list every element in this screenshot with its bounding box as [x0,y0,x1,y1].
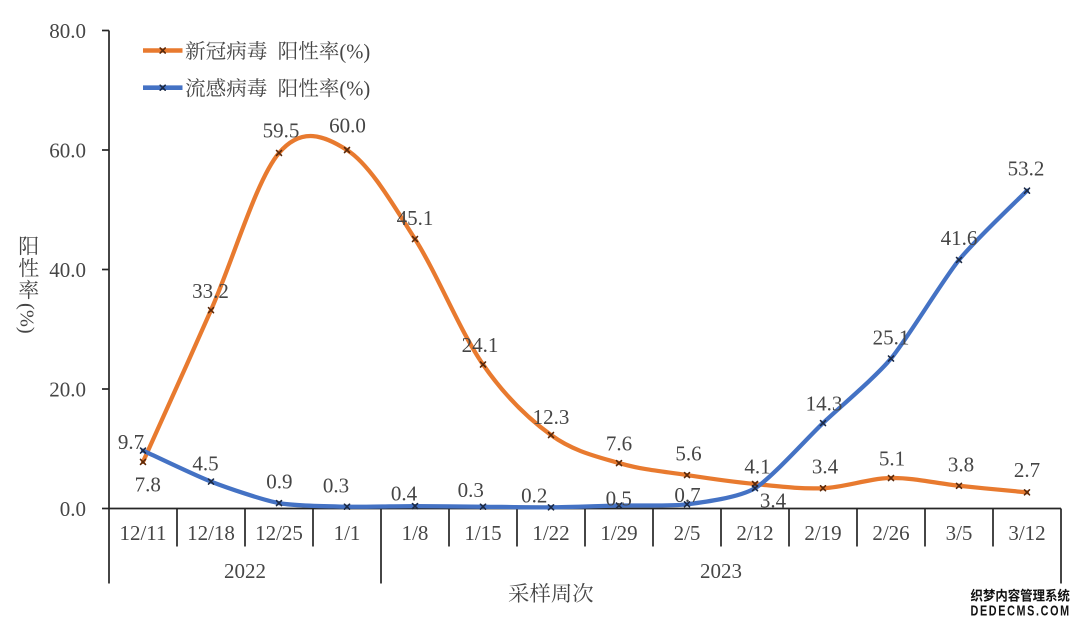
svg-text:12/11: 12/11 [119,521,166,545]
svg-text:5.6: 5.6 [675,441,701,465]
svg-text:41.6: 41.6 [941,226,978,250]
svg-text:0.3: 0.3 [323,473,349,497]
svg-text:24.1: 24.1 [462,333,499,357]
svg-text:2.7: 2.7 [1014,458,1040,482]
svg-text:2023: 2023 [700,559,742,583]
svg-text:0.9: 0.9 [266,470,292,494]
svg-text:53.2: 53.2 [1008,156,1045,180]
svg-text:0.2: 0.2 [521,483,547,507]
svg-text:2/26: 2/26 [872,521,909,545]
svg-text:1/15: 1/15 [464,521,501,545]
svg-text:33.2: 33.2 [192,279,229,303]
svg-text:3.4: 3.4 [812,454,839,478]
svg-text:40.0: 40.0 [49,258,86,282]
svg-text:(%): (%) [339,41,370,63]
svg-text:20.0: 20.0 [49,377,86,401]
svg-text:5.1: 5.1 [879,446,905,470]
svg-text:DEDECMS.COM: DEDECMS.COM [971,602,1071,619]
svg-text:2/5: 2/5 [674,521,701,545]
svg-text:0.0: 0.0 [60,497,86,521]
svg-text:3/12: 3/12 [1008,521,1045,545]
svg-text:12/18: 12/18 [187,521,235,545]
svg-text:0.7: 0.7 [674,483,700,507]
svg-text:3.8: 3.8 [948,452,974,476]
svg-text:7.6: 7.6 [606,431,632,455]
svg-text:12.3: 12.3 [533,405,570,429]
svg-text:2/19: 2/19 [804,521,841,545]
svg-text:80.0: 80.0 [49,19,86,43]
svg-text:0.5: 0.5 [606,487,632,511]
svg-text:3.4: 3.4 [760,489,787,513]
svg-text:14.3: 14.3 [806,391,843,415]
svg-text:9.7: 9.7 [118,430,144,454]
svg-text:1/1: 1/1 [334,521,361,545]
svg-text:7.8: 7.8 [135,473,161,497]
svg-text:45.1: 45.1 [397,206,434,230]
svg-text:2022: 2022 [224,559,266,583]
svg-text:4.1: 4.1 [744,454,770,478]
svg-text:1/22: 1/22 [532,521,569,545]
svg-text:0.3: 0.3 [458,478,484,502]
svg-text:1/8: 1/8 [402,521,429,545]
svg-text:0.4: 0.4 [391,481,418,505]
svg-text:60.0: 60.0 [329,113,366,137]
svg-text:25.1: 25.1 [873,325,910,349]
svg-text:60.0: 60.0 [49,138,86,162]
svg-text:1/29: 1/29 [600,521,637,545]
svg-text:4.5: 4.5 [192,452,218,476]
svg-text:59.5: 59.5 [263,118,300,142]
svg-text:12/25: 12/25 [255,521,303,545]
svg-text:(%): (%) [16,303,38,334]
svg-text:3/5: 3/5 [946,521,973,545]
svg-text:2/12: 2/12 [736,521,773,545]
svg-text:(%): (%) [339,79,370,101]
